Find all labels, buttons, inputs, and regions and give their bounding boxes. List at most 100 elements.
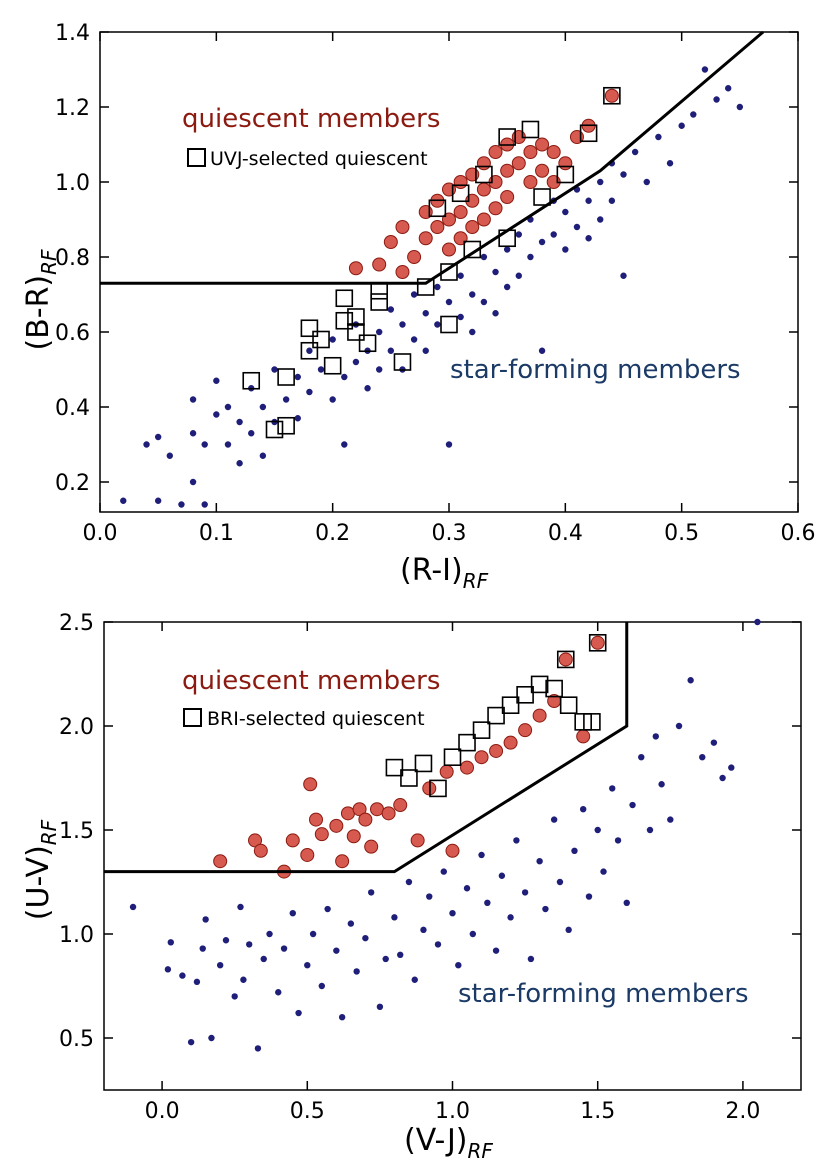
quiescent-point xyxy=(381,806,396,821)
selected-square-point xyxy=(414,754,433,773)
starforming-point xyxy=(513,837,520,844)
quiescent-point xyxy=(503,735,518,750)
starforming-point xyxy=(463,885,471,892)
quiescent-point xyxy=(523,175,538,189)
selected-square-point xyxy=(429,779,447,798)
quiescent-point xyxy=(329,818,344,833)
starforming-point xyxy=(638,754,645,761)
starforming-point xyxy=(646,826,654,834)
starforming-point xyxy=(329,396,336,403)
uvj-color-color-chart: 0.0 0.5 1.0 1.5 2.0 0.5 1.0 1.5 2.0 2.5 quiescent… xyxy=(21,611,802,1163)
starforming-point xyxy=(309,930,317,938)
starforming-point xyxy=(725,85,732,92)
quiescent-point xyxy=(407,250,422,264)
starforming-point xyxy=(189,396,197,403)
selected-square-point xyxy=(583,713,601,731)
starforming-point xyxy=(658,781,665,788)
starforming-point xyxy=(478,851,485,859)
starforming-point xyxy=(445,298,453,306)
starforming-point xyxy=(507,914,514,921)
starforming-point xyxy=(376,1003,384,1010)
quiescent-point xyxy=(488,201,503,216)
quiescent-point xyxy=(442,242,456,257)
starforming-point xyxy=(434,283,441,291)
starforming-point xyxy=(246,941,253,948)
starforming-point xyxy=(280,945,288,952)
starforming-point xyxy=(480,298,488,306)
quiescent-point xyxy=(442,212,456,227)
y-tick-label: 1.2 xyxy=(55,96,90,121)
starforming-point xyxy=(434,941,442,948)
quiescent-annotation: quiescent members xyxy=(182,104,440,134)
starforming-point xyxy=(585,893,593,900)
quiescent-point xyxy=(476,212,491,227)
starforming-point xyxy=(675,722,683,730)
quiescent-point xyxy=(489,743,504,758)
starforming-point xyxy=(294,373,301,381)
starforming-point xyxy=(282,396,290,403)
x-tick-label: 1.5 xyxy=(580,1099,615,1124)
starforming-point xyxy=(179,972,186,979)
starforming-point xyxy=(597,216,604,223)
quiescent-point xyxy=(418,231,433,246)
x-tick-label: 0.5 xyxy=(290,1099,325,1124)
quiescent-point xyxy=(445,843,460,858)
axis-ticks: 0.0 0.5 1.0 1.5 2.0 0.5 1.0 1.5 2.0 2.5 xyxy=(59,611,801,1124)
starforming-point xyxy=(410,336,418,343)
starforming-point xyxy=(364,385,371,392)
legend-label: BRI-selected quiescent xyxy=(207,708,425,730)
selected-square-point xyxy=(458,733,476,752)
quiescent-point xyxy=(535,163,550,178)
selected-square-point xyxy=(516,685,534,704)
starforming-point xyxy=(492,268,499,276)
selected-square-point xyxy=(393,353,412,371)
selected-square-point xyxy=(472,721,491,739)
selected-square-point xyxy=(556,165,575,184)
starforming-point xyxy=(469,291,476,298)
selected-square-point xyxy=(501,696,520,715)
starforming-point xyxy=(143,441,150,448)
starforming-point xyxy=(382,955,389,963)
starforming-point xyxy=(457,272,464,279)
starforming-point xyxy=(480,253,488,261)
starforming-point xyxy=(154,433,162,441)
quiescent-point xyxy=(474,750,489,765)
y-tick-label: 1.0 xyxy=(59,923,94,948)
starforming-point xyxy=(254,1045,262,1052)
starforming-point xyxy=(347,920,355,927)
starforming-point xyxy=(318,982,326,990)
starforming-point xyxy=(609,785,616,792)
data-marks xyxy=(129,618,761,1052)
selected-square-point xyxy=(370,293,389,311)
starforming-point xyxy=(306,388,313,396)
starforming-point xyxy=(341,441,348,448)
selected-square-point xyxy=(530,675,549,694)
starforming-point xyxy=(643,178,650,186)
quiescent-point xyxy=(500,190,515,204)
starforming-point xyxy=(338,1014,346,1021)
starforming-point xyxy=(597,178,604,186)
x-tick-label: 0.0 xyxy=(83,521,118,546)
quiescent-point xyxy=(546,145,561,159)
quiescent-annotation: quiescent members xyxy=(182,666,440,696)
starforming-point xyxy=(556,878,564,886)
selected-square-point xyxy=(265,420,284,439)
y-tick-label: 1.4 xyxy=(55,21,90,46)
starforming-point xyxy=(164,966,172,973)
quiescent-point xyxy=(604,88,619,103)
selected-square-point xyxy=(312,330,330,349)
selected-square-point xyxy=(521,120,540,139)
quiescent-point xyxy=(476,182,491,197)
starforming-point xyxy=(538,347,546,354)
starforming-point xyxy=(550,231,557,238)
quiescent-point xyxy=(410,833,425,848)
starforming-point xyxy=(614,837,622,844)
starforming-point xyxy=(565,926,572,934)
starforming-point xyxy=(224,441,232,448)
selected-square-point xyxy=(347,308,365,326)
starforming-point xyxy=(542,905,549,913)
quiescent-point xyxy=(511,156,526,171)
selected-square-point xyxy=(323,356,342,375)
starforming-point xyxy=(571,847,578,854)
